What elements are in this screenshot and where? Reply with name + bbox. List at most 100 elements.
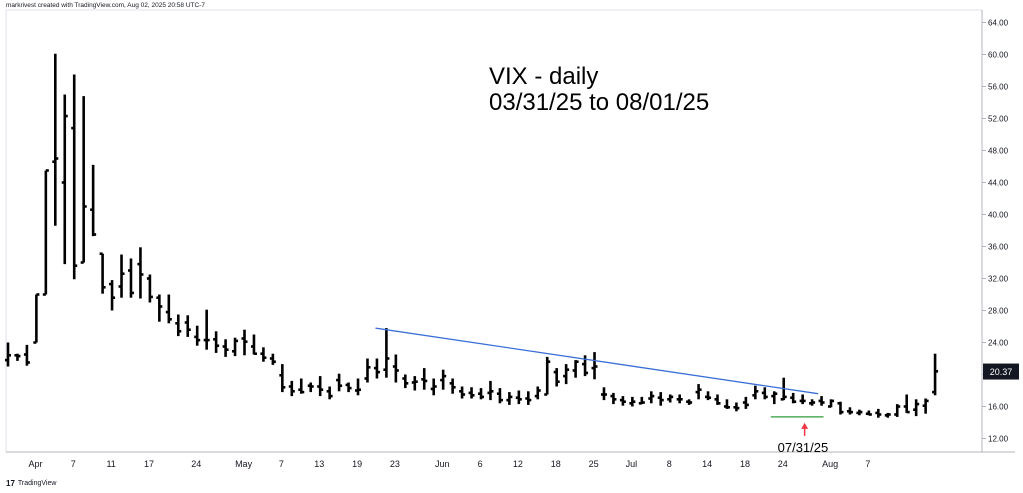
ohlc-bar [837,401,844,415]
annotation-date-label: 07/31/25 [778,440,829,455]
x-tick-label: May [235,459,253,469]
ohlc-bar [260,347,267,362]
ohlc-bar [496,388,503,404]
ohlc-bar [525,391,532,405]
ohlc-bar [478,388,484,400]
x-tick-label: 24 [191,459,201,469]
chart-title-line-2: 03/31/25 to 08/01/25 [489,89,709,116]
ohlc-bar [818,396,825,406]
ohlc-bar [506,392,513,405]
ohlc-bar [686,399,693,405]
ohlc-bar [421,368,428,390]
y-tick-label: 48.00 [988,147,1009,156]
ohlc-bar [563,364,570,385]
ohlc-bar [392,354,399,383]
ohlc-bar [894,404,901,417]
ohlc-bar [175,314,182,337]
ohlc-bar [5,342,11,367]
last-price-badge [983,363,1019,380]
x-tick-label: 7 [865,459,870,469]
ohlc-bar [875,408,882,418]
ohlc-bar [298,378,305,394]
ohlc-bar [761,387,768,400]
tradingview-logo[interactable]: 17 TradingView [6,479,56,488]
y-tick-label: 28.00 [988,307,1009,316]
ohlc-bar [137,247,144,299]
ohlc-bar [355,378,362,396]
ohlc-bar [591,352,598,380]
x-tick-label: 7 [71,459,76,469]
x-tick-label: Jun [435,459,450,469]
x-tick-label: 19 [352,459,362,469]
ohlc-bar [809,399,816,406]
y-tick-label: 36.00 [988,243,1009,252]
ohlc-bar [629,396,636,407]
ohlc-bar [203,309,210,350]
resistance-trendline[interactable] [375,327,819,395]
ohlc-bar [250,334,257,356]
ohlc-bar [279,364,286,393]
x-tick-label: 24 [778,459,788,469]
ohlc-bar [534,386,541,400]
x-tick-label: 23 [390,459,400,469]
x-tick-label: 11 [106,459,115,469]
ohlc-bar [619,396,626,406]
ohlc-bar [742,396,749,409]
ohlc-bar [364,358,371,383]
last-price-label: 20.37 [990,367,1013,377]
ohlc-bar [42,169,49,296]
ohlc-bar [156,294,163,322]
ohlc-bar [241,329,248,356]
y-tick-label: 40.00 [988,211,1009,220]
ohlc-bar [430,378,437,396]
ohlc-bar [345,382,352,393]
ohlc-bar [288,380,295,397]
x-tick-label: 25 [589,459,599,469]
x-tick-label: 14 [702,459,712,469]
ohlc-bar [676,394,683,404]
tradingview-logo-text: TradingView [17,480,57,487]
ohlc-bar [856,409,863,416]
ohlc-bar [194,325,201,346]
ohlc-bar [440,369,447,390]
ohlc-bar [459,386,466,399]
ohlc-bar [336,373,343,392]
x-tick-label: 12 [513,459,523,469]
ohlc-bar [383,328,390,378]
y-tick-label: 64.00 [988,19,1009,28]
ohlc-bar [733,402,740,412]
ohlc-bar [544,356,551,396]
y-tick-label: 56.00 [988,83,1009,92]
ohlc-bar [165,294,172,324]
ohlc-bar [61,94,68,265]
ohlc-bar [184,315,191,337]
ohlc-bar [752,385,759,400]
x-tick-label: Apr [28,459,42,469]
y-tick-label: 52.00 [988,115,1009,124]
ohlc-bar [99,252,106,294]
ohlc-bar [723,399,730,409]
ohlc-bar [695,384,702,400]
ohlc-bar [799,394,806,405]
ohlc-bar [913,399,920,417]
ohlc-bar [771,391,778,405]
ohlc-bar [884,412,891,418]
x-tick-label: Jul [626,459,638,469]
y-tick-label: 24.00 [988,339,1009,348]
ohlc-bar [610,392,617,405]
ohlc-bar [487,380,494,401]
x-tick-label: 18 [740,459,750,469]
ohlc-bar [638,396,645,405]
ohlc-bar [449,378,456,394]
ohlc-bar [922,398,929,414]
ohlc-bar [146,274,153,303]
ohlc-bar [553,368,560,387]
ohlc-bar [667,394,674,403]
x-tick-label: 13 [314,459,324,469]
tradingview-logo-mark: 17 [6,479,15,488]
ohlc-bar [411,376,418,391]
ohlc-bar [52,53,59,226]
ohlc-bar [232,337,239,357]
ohlc-bar [600,387,607,401]
